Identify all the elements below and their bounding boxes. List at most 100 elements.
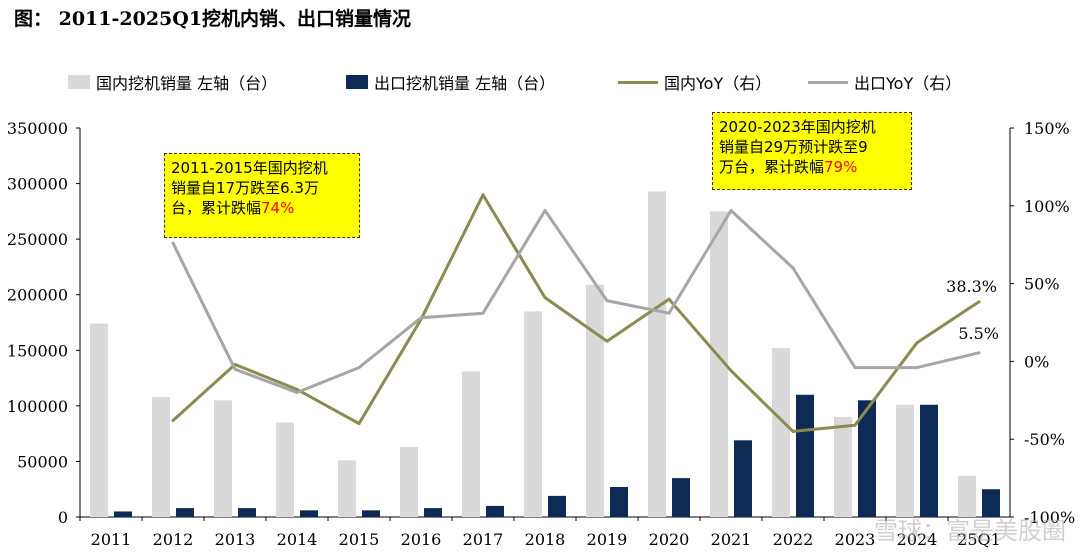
bar-domestic-sales: [710, 211, 728, 517]
legend: 国内挖机销量 左轴（台） 出口挖机销量 左轴（台） 国内YoY（右） 出口YoY…: [0, 70, 1080, 94]
bar-domestic-sales: [214, 400, 232, 517]
point-domestic-yoy: [357, 422, 361, 426]
x-tick-label: 2018: [525, 530, 566, 549]
x-tick-label: 2019: [587, 530, 628, 549]
point-export-yoy: [605, 299, 609, 303]
x-tick-label: 25Q1: [957, 530, 1001, 549]
bar-domestic-sales: [276, 422, 294, 517]
x-tick-label: 2024: [897, 530, 938, 549]
callout-right-line-3: 万台，累计跌幅79%: [719, 157, 905, 177]
x-tick-label: 2022: [773, 530, 814, 549]
point-export-yoy: [481, 311, 485, 315]
x-tick-label: 2023: [835, 530, 876, 549]
bar-export-sales: [424, 508, 442, 517]
callout-right-prefix: 万台，累计跌幅: [719, 158, 825, 176]
legend-label-domestic-yoy: 国内YoY（右）: [664, 74, 772, 93]
bar-domestic-sales: [152, 396, 170, 517]
x-tick-label: 2020: [649, 530, 690, 549]
bar-domestic-sales: [772, 348, 790, 517]
bar-export-sales: [858, 400, 876, 517]
bar-domestic-sales: [586, 284, 604, 517]
bar-domestic-sales: [90, 323, 108, 517]
right-tick-label: 50%: [1024, 275, 1060, 294]
callout-right-line-1: 2020-2023年国内挖机: [719, 118, 876, 136]
bar-export-sales: [548, 495, 566, 517]
chart-title: 图： 2011-2025Q1挖机内销、出口销量情况: [14, 8, 412, 30]
point-domestic-yoy: [171, 419, 175, 423]
line-export-yoy: [171, 209, 980, 394]
bar-domestic-sales: [896, 404, 914, 517]
legend-label-export-yoy: 出口YoY（右）: [854, 74, 962, 93]
point-domestic-yoy: [543, 296, 547, 300]
bar-export-sales: [982, 489, 1000, 517]
bar-export-sales: [734, 440, 752, 517]
line-domestic-yoy: [171, 193, 980, 433]
point-domestic-yoy: [481, 193, 485, 197]
legend-item-domestic-yoy: 国内YoY（右）: [618, 70, 771, 94]
point-export-yoy: [295, 391, 299, 395]
callout-2020-2023: 2020-2023年国内挖机 销量自29万预计跌至9 万台，累计跌幅79%: [712, 112, 912, 190]
point-export-yoy: [729, 208, 733, 212]
x-tick-label: 2012: [153, 530, 194, 549]
left-tick-label: 350000: [7, 119, 68, 138]
callout-left-percent: 74%: [261, 199, 295, 217]
point-domestic-yoy: [791, 429, 795, 433]
legend-label-export-sales: 出口挖机销量 左轴（台）: [374, 74, 556, 93]
left-tick-label: 200000: [7, 286, 68, 305]
left-tick-label: 150000: [7, 341, 68, 360]
legend-label-domestic-sales: 国内挖机销量 左轴（台）: [96, 74, 278, 93]
point-domestic-yoy: [295, 387, 299, 391]
bar-domestic-sales: [648, 191, 666, 517]
right-tick-label: 100%: [1024, 197, 1070, 216]
left-tick-label: 300000: [7, 175, 68, 194]
x-tick-label: 2021: [711, 530, 752, 549]
bar-domestic-sales: [462, 371, 480, 517]
point-export-yoy: [977, 351, 981, 355]
legend-swatch-export-sales: [346, 75, 368, 89]
left-tick-label: 0: [58, 508, 68, 527]
left-tick-label: 250000: [7, 230, 68, 249]
point-domestic-yoy: [605, 339, 609, 343]
legend-item-export-yoy: 出口YoY（右）: [808, 70, 961, 94]
callout-2011-2015: 2011-2015年国内挖机 销量自17万跌至6.3万 台，累计跌幅74%: [164, 153, 360, 238]
callout-right-line-2: 销量自29万预计跌至9: [719, 138, 868, 156]
point-domestic-yoy: [915, 341, 919, 345]
legend-item-export-sales: 出口挖机销量 左轴（台）: [346, 70, 555, 94]
x-tick-label: 2015: [339, 530, 380, 549]
point-domestic-yoy: [853, 423, 857, 427]
point-export-yoy: [915, 366, 919, 370]
annotation-export-last: 5.5%: [958, 324, 999, 343]
point-export-yoy: [357, 366, 361, 370]
callout-left-prefix: 台，累计跌幅: [171, 199, 262, 217]
bar-export-sales: [486, 505, 504, 517]
annotation-domestic-last: 38.3%: [946, 277, 997, 296]
left-tick-label: 50000: [17, 452, 68, 471]
bar-export-sales: [610, 486, 628, 517]
legend-swatch-domestic-sales: [68, 75, 90, 89]
point-domestic-yoy: [667, 297, 671, 301]
point-export-yoy: [419, 316, 423, 320]
bar-export-sales: [176, 508, 194, 517]
bar-export-sales: [362, 510, 380, 517]
bar-export-sales: [114, 511, 132, 517]
x-tick-label: 2016: [401, 530, 442, 549]
bar-domestic-sales: [524, 311, 542, 517]
bar-export-sales: [920, 404, 938, 517]
callout-left-line-1: 2011-2015年国内挖机: [171, 159, 328, 177]
bar-export-sales: [796, 394, 814, 517]
legend-swatch-export-yoy: [808, 80, 848, 84]
point-export-yoy: [791, 266, 795, 270]
point-domestic-yoy: [977, 300, 981, 304]
right-tick-label: -50%: [1024, 430, 1065, 449]
bar-export-sales: [300, 510, 318, 517]
callout-right-percent: 79%: [824, 158, 858, 176]
callout-left-line-3: 台，累计跌幅74%: [171, 198, 353, 218]
right-tick-label: 150%: [1024, 119, 1070, 138]
point-export-yoy: [667, 311, 671, 315]
x-tick-label: 2013: [215, 530, 256, 549]
bar-domestic-sales: [400, 446, 418, 517]
legend-swatch-domestic-yoy: [618, 80, 658, 84]
x-tick-label: 2011: [91, 530, 132, 549]
right-tick-label: -100%: [1024, 508, 1075, 527]
